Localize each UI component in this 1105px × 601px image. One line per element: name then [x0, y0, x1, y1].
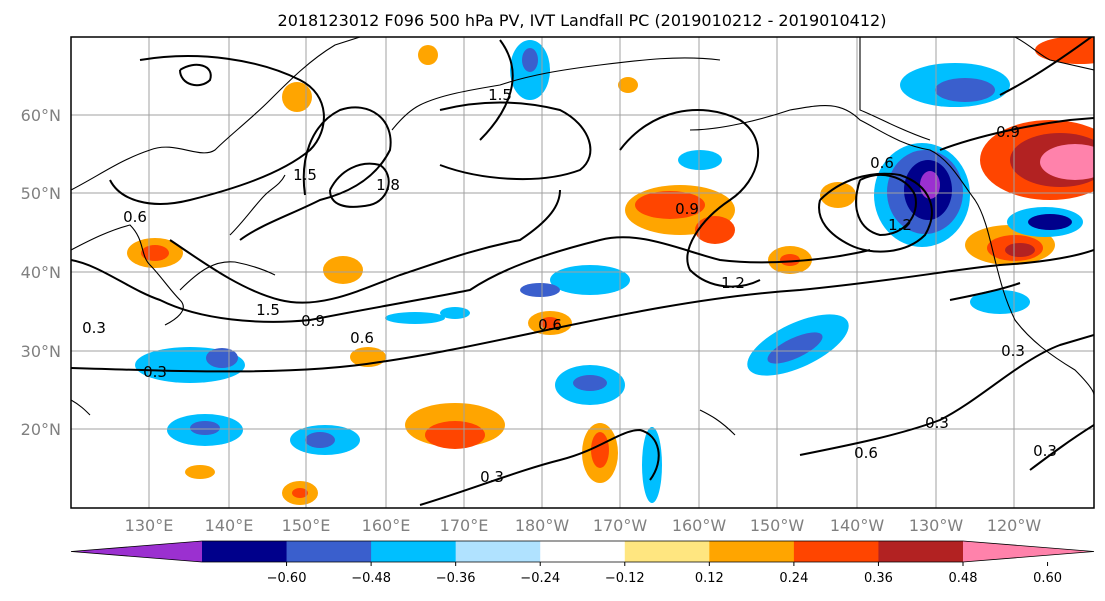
lat-label: 40°N	[21, 263, 61, 282]
contour-label-1.5: 1.5	[293, 166, 317, 184]
colorbar-tick-label: 0.36	[864, 571, 893, 586]
lat-label: 30°N	[21, 342, 61, 361]
colorbar-tick-label: 0.48	[949, 571, 978, 586]
map-frame	[70, 36, 1095, 509]
colorbar-segment	[540, 541, 626, 562]
colorbar-extend-high	[963, 541, 1094, 562]
pv-contours	[71, 37, 1094, 506]
contour-labels: 0.3 0.3 0.3 0.3 0.3 0.3 0.6 0.6 0.6 0.6 …	[82, 86, 1057, 486]
colorbar-tick-label: −0.12	[605, 571, 645, 586]
lon-label: 160°E	[362, 516, 411, 535]
colorbar-segment	[793, 541, 879, 562]
contour-label-0.3: 0.3	[480, 468, 504, 486]
contour-label-0.6: 0.6	[123, 208, 147, 226]
map-panel: 0.3 0.3 0.3 0.3 0.3 0.3 0.6 0.6 0.6 0.6 …	[71, 37, 1094, 508]
lon-label: 180°W	[515, 516, 570, 535]
lat-label: 20°N	[21, 420, 61, 439]
contour-label-1.5: 1.5	[488, 86, 512, 104]
colorbar-segment	[371, 541, 457, 562]
colorbar-tick-label: −0.24	[520, 571, 560, 586]
colorbar-tick-label: 0.12	[695, 571, 724, 586]
lon-axis: 130°E 140°E 150°E 160°E 170°E 180°W 170°…	[125, 516, 1042, 535]
colorbar-segment	[455, 541, 541, 562]
colorbar-tick-label: −0.48	[351, 571, 391, 586]
colorbar: −0.60 −0.48 −0.36 −0.24 −0.12 0.12 0.24 0.36 0.4…	[70, 540, 1095, 586]
contour-label-0.9: 0.9	[301, 312, 325, 330]
contour-label-1.2: 1.2	[721, 274, 745, 292]
lon-label: 120°W	[987, 516, 1042, 535]
contour-label-0.6: 0.6	[538, 316, 562, 334]
contour-label-0.6: 0.6	[870, 154, 894, 172]
colorbar-tick-label: −0.36	[436, 571, 476, 586]
lon-label: 130°W	[909, 516, 964, 535]
contour-label-0.9: 0.9	[996, 123, 1020, 141]
colorbar-segment	[709, 541, 795, 562]
colorbar-segment	[202, 541, 288, 562]
lat-label: 50°N	[21, 184, 61, 203]
contour-label-0.6: 0.6	[854, 444, 878, 462]
contour-label-0.3: 0.3	[1033, 442, 1057, 460]
anomaly-fill	[127, 37, 1094, 505]
contour-label-0.3: 0.3	[925, 414, 949, 432]
lon-label: 140°E	[205, 516, 254, 535]
contour-label-0.3: 0.3	[143, 363, 167, 381]
contour-label-1.2: 1.2	[888, 216, 912, 234]
contour-label-0.6: 0.6	[350, 329, 374, 347]
colorbar-tick-label: 0.24	[779, 571, 808, 586]
lon-label: 150°W	[750, 516, 805, 535]
lon-label: 170°E	[440, 516, 489, 535]
colorbar-tick-label: 0.60	[1033, 571, 1062, 586]
graticule	[71, 37, 1094, 508]
contour-label-0.3: 0.3	[1001, 342, 1025, 360]
colorbar-segment	[878, 541, 964, 562]
lon-label: 160°W	[672, 516, 727, 535]
contour-label-1.8: 1.8	[376, 176, 400, 194]
colorbar-extend-low	[71, 541, 202, 562]
colorbar-tick-label: −0.60	[267, 571, 307, 586]
chart-title: 2018123012 F096 500 hPa PV, IVT Landfall…	[278, 11, 887, 30]
coastlines	[71, 37, 1094, 436]
lat-axis: 60°N 50°N 40°N 30°N 20°N	[21, 106, 61, 439]
lon-label: 140°W	[830, 516, 885, 535]
contour-label-0.9: 0.9	[675, 200, 699, 218]
lon-label: 170°W	[593, 516, 648, 535]
colorbar-segment	[624, 541, 710, 562]
contour-label-0.3: 0.3	[82, 319, 106, 337]
lon-label: 150°E	[282, 516, 331, 535]
contour-label-1.5: 1.5	[256, 301, 280, 319]
colorbar-segment	[286, 541, 372, 562]
lat-label: 60°N	[21, 106, 61, 125]
lon-label: 130°E	[125, 516, 174, 535]
